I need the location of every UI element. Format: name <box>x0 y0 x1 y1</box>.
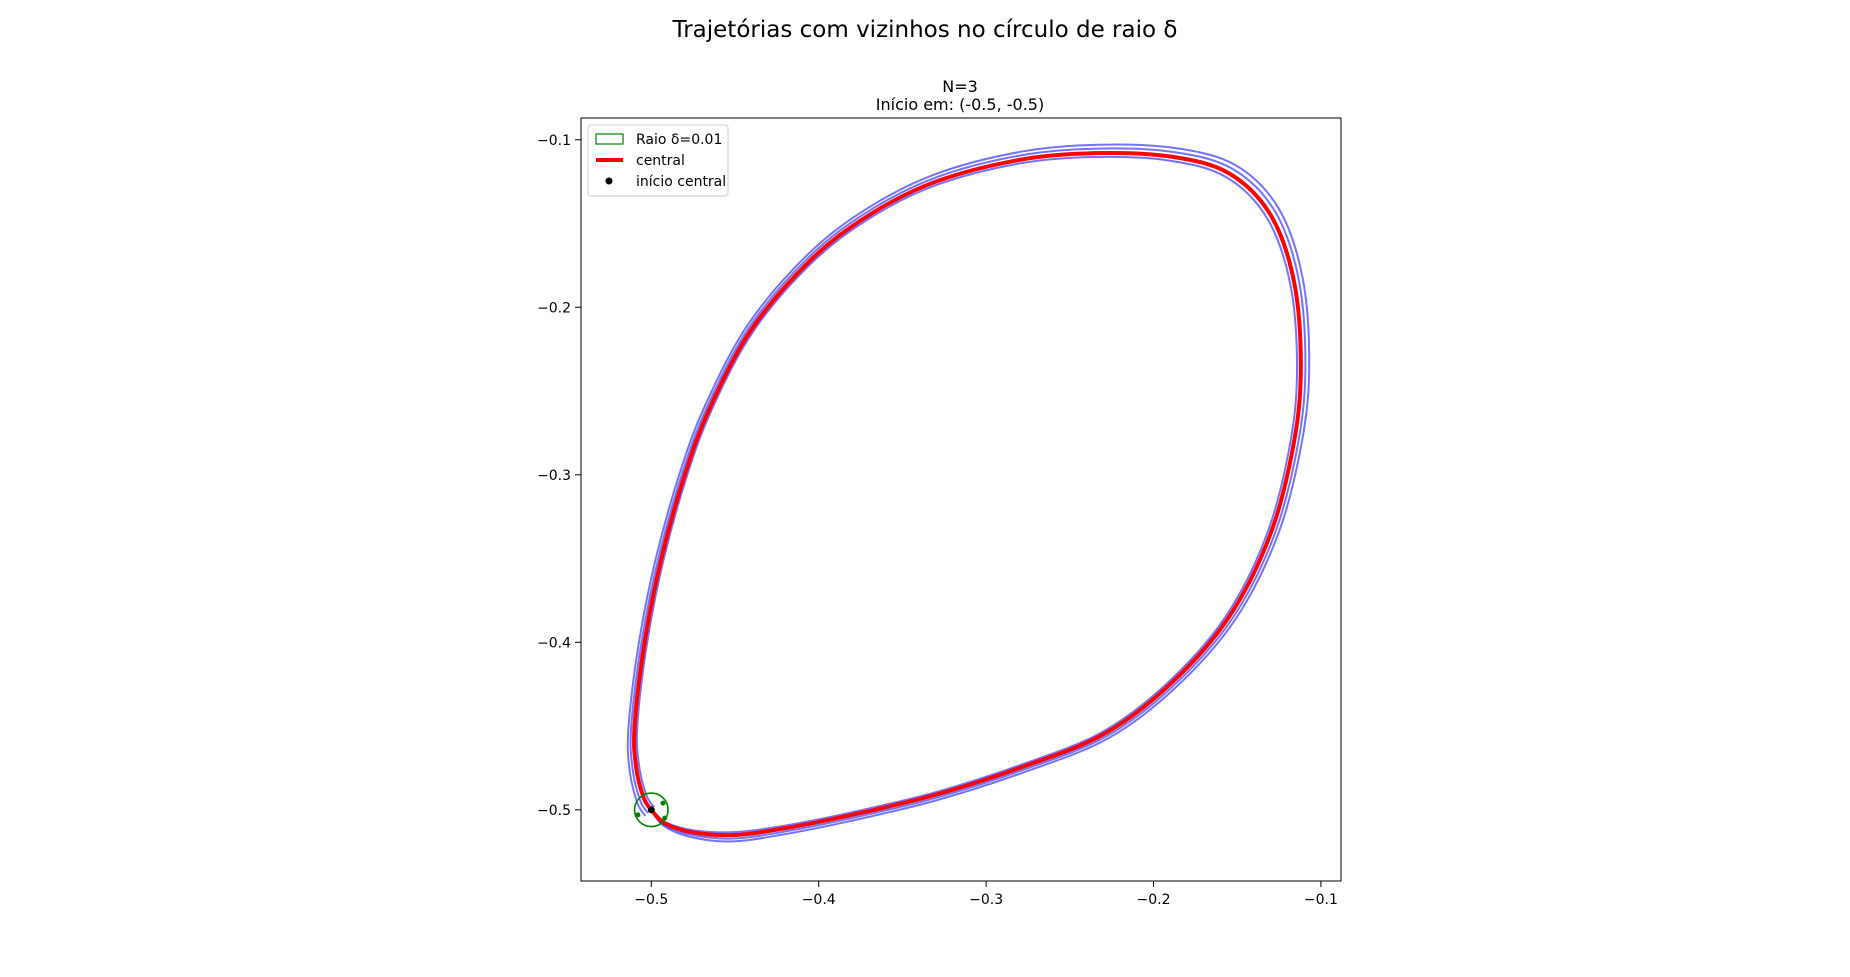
axes-title-line1: N=3 <box>942 77 978 96</box>
neighbor-trajectory-3 <box>626 143 1311 843</box>
y-tick-label: −0.4 <box>537 635 571 651</box>
legend-label: central <box>636 153 685 169</box>
legend-circle-patch <box>595 133 624 145</box>
axes-frame <box>580 117 1342 882</box>
legend: Raio δ=0.01 central início central <box>587 124 729 197</box>
plot-area <box>626 143 1311 843</box>
y-tick-label: −0.1 <box>537 133 571 149</box>
neighbor-start-point <box>660 800 666 806</box>
central-trajectory <box>632 150 1303 838</box>
y-tick-label: −0.2 <box>537 300 571 316</box>
neighbor-trajectory-1 <box>629 147 1307 840</box>
central-start-point <box>647 806 655 814</box>
legend-label: início central <box>636 174 726 190</box>
x-tick-label: −0.4 <box>802 892 836 908</box>
neighbor-start-point <box>635 812 641 818</box>
figure-suptitle: Trajetórias com vizinhos no círculo de r… <box>672 17 1178 43</box>
y-tick-label: −0.3 <box>537 468 571 484</box>
y-tick-label: −0.5 <box>537 803 571 819</box>
delta-circle <box>633 792 669 828</box>
axes-title-line2: Início em: (-0.5, -0.5) <box>875 95 1045 114</box>
x-tick-label: −0.1 <box>1304 892 1338 908</box>
neighbor-start-point <box>662 815 668 821</box>
legend-start-marker <box>605 177 613 185</box>
axes: −0.5 −0.4 −0.3 −0.2 −0.1 −0.1 −0.2 −0.3 −0.4 −0.5 <box>537 117 1342 908</box>
legend-label: Raio δ=0.01 <box>636 132 722 148</box>
x-tick-label: −0.5 <box>634 892 668 908</box>
neighbor-trajectory-2 <box>635 155 1299 834</box>
data-layer <box>626 143 1311 843</box>
x-tick-label: −0.3 <box>969 892 1003 908</box>
x-tick-label: −0.2 <box>1137 892 1171 908</box>
